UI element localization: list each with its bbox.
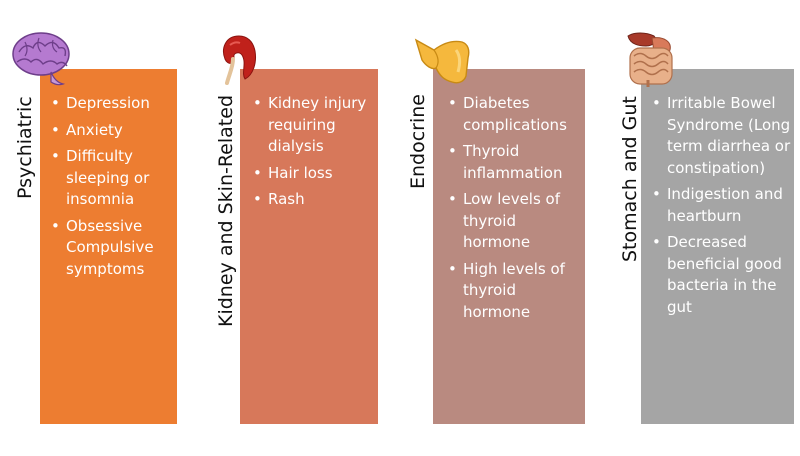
list-item: Anxiety xyxy=(51,120,173,142)
list-item: Decreased beneficial good bacteria in th… xyxy=(652,232,792,318)
list-item: Rash xyxy=(253,189,375,211)
category-label: Endocrine xyxy=(407,94,429,189)
symptom-list: Diabetes complications Thyroid inflammat… xyxy=(448,93,583,328)
brain-icon xyxy=(12,32,70,86)
list-item: Difficulty sleeping or insomnia xyxy=(51,146,173,211)
list-item: Low levels of thyroid hormone xyxy=(448,189,583,254)
list-item: Irritable Bowel Syndrome (Long term diar… xyxy=(652,93,792,179)
list-item: Depression xyxy=(51,93,173,115)
list-item: Diabetes complications xyxy=(448,93,583,136)
kidney-icon xyxy=(223,35,256,85)
digestive-system-icon xyxy=(627,32,673,87)
category-label: Stomach and Gut xyxy=(619,96,641,262)
symptom-list: Irritable Bowel Syndrome (Long term diar… xyxy=(652,93,792,323)
category-box: Kidney injury requiring dialysis Hair lo… xyxy=(240,69,378,424)
list-item: Thyroid inflammation xyxy=(448,141,583,184)
list-item: Kidney injury requiring dialysis xyxy=(253,93,375,158)
symptom-list: Kidney injury requiring dialysis Hair lo… xyxy=(253,93,375,216)
symptom-list: Depression Anxiety Difficulty sleeping o… xyxy=(51,93,173,285)
category-label: Kidney and Skin-Related xyxy=(215,95,237,327)
list-item: Obsessive Compulsive symptoms xyxy=(51,216,173,281)
list-item: Hair loss xyxy=(253,163,375,185)
list-item: High levels of thyroid hormone xyxy=(448,259,583,324)
category-box: Depression Anxiety Difficulty sleeping o… xyxy=(40,69,177,424)
category-label: Psychiatric xyxy=(14,96,36,199)
thyroid-gland-icon xyxy=(414,38,470,84)
category-box: Irritable Bowel Syndrome (Long term diar… xyxy=(641,69,794,424)
category-box: Diabetes complications Thyroid inflammat… xyxy=(433,69,585,424)
list-item: Indigestion and heartburn xyxy=(652,184,792,227)
